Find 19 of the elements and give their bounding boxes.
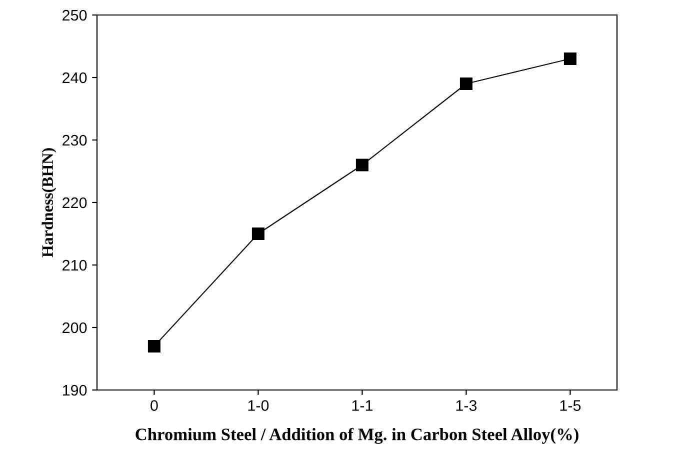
- y-tick-label: 250: [62, 10, 87, 21]
- y-tick-label: 210: [62, 260, 87, 271]
- y-tick-label: 230: [62, 134, 87, 146]
- point: [252, 228, 264, 240]
- x-tick-label: 1-3: [456, 400, 477, 411]
- point: [356, 158, 368, 172]
- x-tick-label: 0: [150, 400, 158, 411]
- y-tick-label: 240: [62, 72, 87, 84]
- point: [460, 78, 472, 90]
- y-axis-title: Hardness(BHN): [42, 148, 56, 258]
- x-tick-label: 1-5: [560, 400, 581, 411]
- y-tick-label: 220: [62, 197, 87, 208]
- y-tick-label: 190: [62, 384, 87, 396]
- point: [148, 340, 160, 352]
- x-tick-label: 1-1: [352, 400, 372, 411]
- point: [564, 52, 576, 65]
- y-tick-label: 200: [62, 322, 87, 334]
- x-axis-title: Chromium Steel / Addition of Mg. in Carbon Steel Alloy(%): [136, 428, 578, 444]
- x-tick-label: 1-0: [248, 400, 269, 411]
